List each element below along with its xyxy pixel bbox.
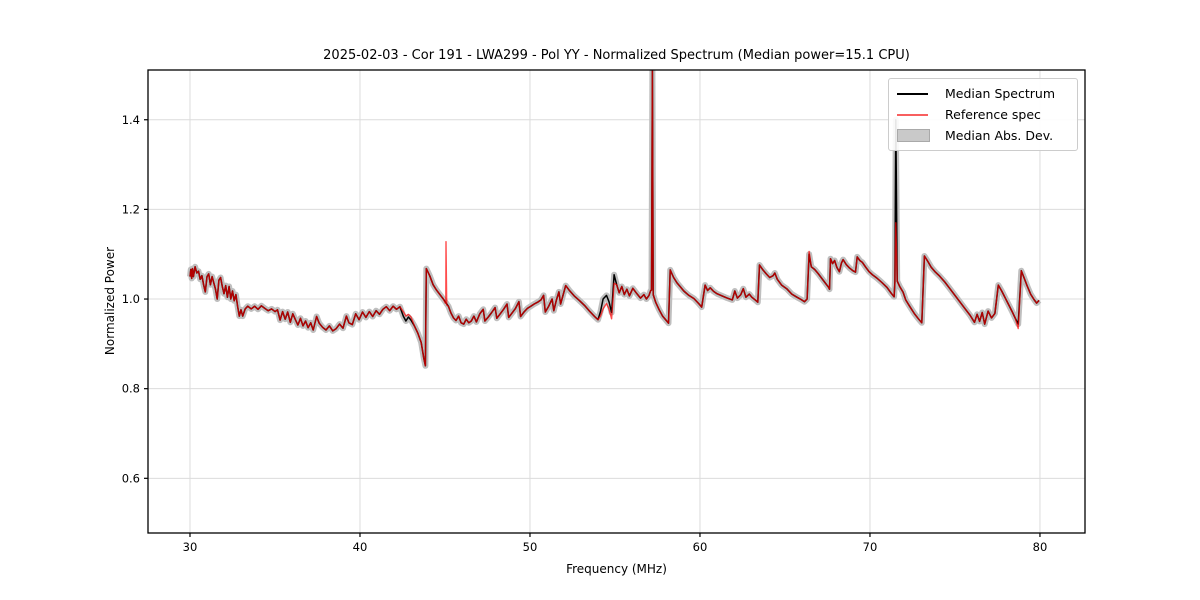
legend-label: Median Spectrum [945, 86, 1056, 101]
legend-item-reference-spec: Reference spec [897, 106, 1069, 123]
x-tick-label: 30 [183, 540, 198, 554]
x-axis-label: Frequency (MHz) [566, 562, 667, 576]
legend-label: Median Abs. Dev. [945, 128, 1054, 143]
legend-line-swatch [897, 92, 928, 95]
reference-spec-line [189, 70, 1040, 367]
legend-label: Reference spec [945, 107, 1041, 122]
y-tick-label: 0.8 [122, 382, 140, 396]
legend: Median Spectrum Reference spec Median Abs.… [888, 78, 1078, 151]
x-tick-label: 80 [1033, 540, 1048, 554]
legend-item-median-spectrum: Median Spectrum [897, 85, 1069, 102]
y-tick-label: 1.4 [122, 113, 140, 127]
legend-patch-swatch [897, 129, 930, 142]
y-tick-label: 1.0 [122, 292, 140, 306]
y-tick-label: 1.2 [122, 202, 140, 216]
legend-line-swatch [897, 113, 928, 116]
chart-title: 2025-02-03 - Cor 191 - LWA299 - Pol YY -… [323, 48, 910, 63]
legend-item-median-abs-dev: Median Abs. Dev. [897, 127, 1069, 144]
plot-frame [147, 69, 1086, 534]
y-tick-label: 0.6 [122, 471, 140, 485]
x-tick-label: 40 [353, 540, 368, 554]
x-tick-label: 60 [693, 540, 708, 554]
x-tick-label: 50 [523, 540, 538, 554]
x-tick-label: 70 [863, 540, 878, 554]
